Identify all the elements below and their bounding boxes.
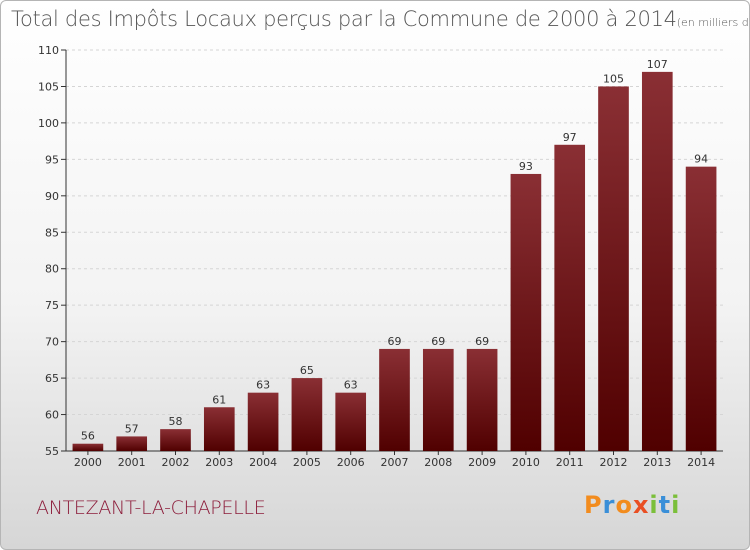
logo-letter: i bbox=[671, 491, 681, 519]
bar-2010 bbox=[510, 173, 542, 452]
value-label-2004: 63 bbox=[256, 379, 270, 392]
bar-2008 bbox=[422, 348, 454, 451]
value-label-2002: 58 bbox=[169, 415, 183, 428]
bar-2005 bbox=[291, 378, 323, 451]
y-tick-label: 90 bbox=[45, 190, 59, 203]
y-tick-label: 65 bbox=[45, 372, 59, 385]
chart-title-text: Total des Impôts Locaux perçus par la Co… bbox=[11, 7, 677, 31]
logo-letter: i bbox=[649, 491, 659, 519]
x-tick-label-2000: 2000 bbox=[74, 456, 102, 469]
x-tick-label-2002: 2002 bbox=[162, 456, 190, 469]
value-label-2010: 93 bbox=[519, 160, 533, 173]
bar-2000 bbox=[72, 443, 104, 451]
logo-letter: o bbox=[615, 491, 633, 519]
value-label-2009: 69 bbox=[475, 335, 489, 348]
y-tick-label: 85 bbox=[45, 226, 59, 239]
value-label-2003: 61 bbox=[212, 393, 226, 406]
proxiti-logo: Proxiti bbox=[584, 491, 680, 519]
logo-letter: P bbox=[584, 491, 603, 519]
bar-2011 bbox=[554, 144, 586, 452]
x-tick-label-2006: 2006 bbox=[337, 456, 365, 469]
logo-letter: x bbox=[632, 491, 650, 519]
value-label-2013: 107 bbox=[647, 58, 668, 71]
y-tick-label: 110 bbox=[38, 44, 59, 57]
labels: 55 60 65 70 75 80 85 90 95 100 105 110 56 2000 57 2001 5… bbox=[38, 44, 715, 469]
value-label-2007: 69 bbox=[388, 335, 402, 348]
y-tick-label: 100 bbox=[38, 117, 59, 130]
x-tick-label-2011: 2011 bbox=[556, 456, 584, 469]
chart-title: Total des Impôts Locaux perçus par la Co… bbox=[11, 7, 749, 31]
value-label-2008: 69 bbox=[431, 335, 445, 348]
y-tick-label: 105 bbox=[38, 80, 59, 93]
x-tick-label-2014: 2014 bbox=[687, 456, 715, 469]
bar-2004 bbox=[247, 392, 279, 451]
bar-2012 bbox=[598, 86, 629, 452]
value-label-2011: 97 bbox=[563, 131, 577, 144]
bar-2014 bbox=[685, 166, 717, 451]
value-label-2005: 65 bbox=[300, 364, 314, 377]
x-tick-label-2009: 2009 bbox=[468, 456, 496, 469]
bars bbox=[72, 71, 717, 452]
bar-2003 bbox=[203, 407, 235, 451]
y-tick-label: 95 bbox=[45, 153, 59, 166]
x-tick-label-2001: 2001 bbox=[118, 456, 146, 469]
logo-letter: t bbox=[658, 491, 672, 519]
x-tick-label-2012: 2012 bbox=[600, 456, 628, 469]
x-tick-label-2008: 2008 bbox=[424, 456, 452, 469]
chart-unit: (en milliers d'€) bbox=[676, 16, 749, 29]
y-tick-label: 75 bbox=[45, 299, 59, 312]
bar-2002 bbox=[160, 429, 191, 451]
value-label-2001: 57 bbox=[125, 422, 139, 435]
x-tick-label-2004: 2004 bbox=[249, 456, 277, 469]
value-label-2000: 56 bbox=[81, 430, 95, 443]
bar-2001 bbox=[116, 436, 148, 451]
bar-2013 bbox=[641, 71, 673, 451]
x-tick-label-2005: 2005 bbox=[293, 456, 321, 469]
x-tick-label-2013: 2013 bbox=[643, 456, 671, 469]
x-tick-label-2010: 2010 bbox=[512, 456, 540, 469]
y-tick-label: 60 bbox=[45, 409, 59, 422]
value-label-2012: 105 bbox=[603, 72, 624, 85]
value-label-2014: 94 bbox=[694, 153, 708, 166]
value-label-2006: 63 bbox=[344, 379, 358, 392]
x-tick-label-2003: 2003 bbox=[205, 456, 233, 469]
logo-letter: r bbox=[602, 491, 616, 519]
y-tick-label: 80 bbox=[45, 263, 59, 276]
x-tick-label-2007: 2007 bbox=[381, 456, 409, 469]
bar-2009 bbox=[466, 348, 498, 451]
bar-2007 bbox=[379, 348, 410, 451]
bar-2006 bbox=[335, 392, 367, 451]
y-tick-label: 70 bbox=[45, 336, 59, 349]
commune-name: ANTEZANT-LA-CHAPELLE bbox=[36, 497, 266, 519]
y-tick-label: 55 bbox=[45, 445, 59, 458]
